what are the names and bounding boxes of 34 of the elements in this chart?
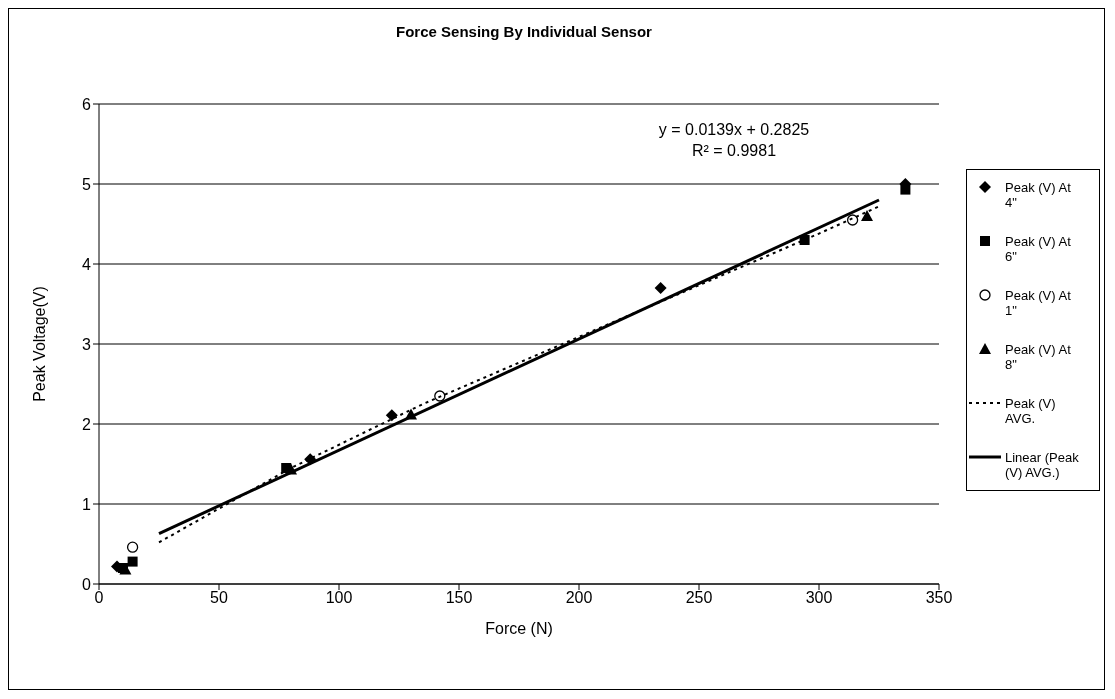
point	[861, 210, 873, 221]
point	[846, 214, 859, 226]
legend-label: Peak (V) AVG.	[1005, 396, 1057, 426]
point	[126, 541, 139, 553]
y-axis-title: Peak Voltage(V)	[30, 286, 48, 402]
legend-label: Peak (V) At 1"	[1005, 288, 1072, 318]
legend-label: Peak (V) At 4"	[1005, 180, 1072, 210]
y-tick-label: 4	[82, 255, 92, 273]
point	[434, 390, 446, 402]
x-axis-title: Force (N)	[485, 620, 553, 637]
y-tick-label: 3	[82, 335, 92, 353]
annotation: y = 0.0139x + 0.2825	[657, 120, 811, 140]
x-tick-label: 0	[94, 589, 104, 607]
point	[385, 409, 398, 422]
x-tick-label: 350	[925, 589, 953, 607]
point	[654, 282, 667, 294]
x-tick-label: 100	[325, 589, 353, 607]
y-tick-label: 5	[82, 175, 92, 193]
point	[900, 184, 911, 195]
y-tick-label: 2	[82, 415, 92, 433]
y-tick-label: 6	[82, 95, 92, 113]
annotation: R² = 0.9981	[690, 141, 778, 161]
legend-label: Linear (Peak (V) AVG.)	[1005, 450, 1080, 480]
x-tick-label: 200	[565, 589, 593, 607]
y-tick-label: 0	[82, 575, 92, 593]
legend-label: Peak (V) At 6"	[1005, 234, 1072, 264]
point	[127, 556, 138, 567]
x-tick-label: 250	[685, 589, 713, 607]
legend-label: Peak (V) At 8"	[1005, 342, 1072, 372]
x-tick-label: 150	[445, 589, 473, 607]
x-tick-label: 50	[210, 589, 228, 607]
y-tick-label: 1	[82, 495, 92, 513]
chart-title: Force Sensing By Individual Sensor	[395, 23, 653, 40]
x-tick-label: 300	[805, 589, 833, 607]
